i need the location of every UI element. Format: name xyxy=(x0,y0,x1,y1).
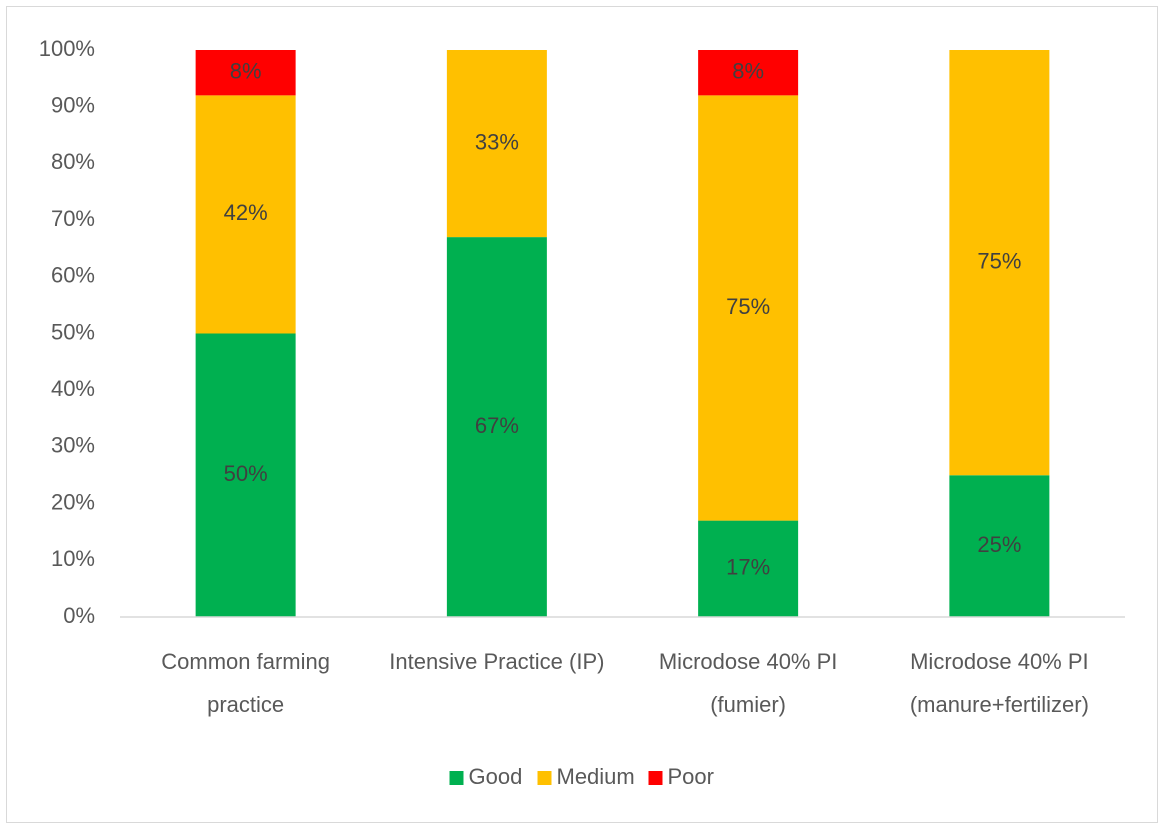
data-label: 17% xyxy=(726,555,770,580)
data-label: 33% xyxy=(475,129,519,154)
data-label: 75% xyxy=(977,248,1021,273)
legend-label: Medium xyxy=(557,764,635,789)
bar-segment xyxy=(698,50,799,96)
y-tick-label: 80% xyxy=(51,149,95,174)
legend-label: Good xyxy=(469,764,523,789)
bar-segment xyxy=(195,95,296,334)
y-tick-label: 30% xyxy=(51,433,95,458)
legend-label: Poor xyxy=(668,764,714,789)
legend-swatch xyxy=(537,771,552,785)
y-tick-label: 20% xyxy=(51,489,95,514)
y-tick-label: 40% xyxy=(51,376,95,401)
x-tick-label: Microdose 40% PI (manure+fertilizer) xyxy=(909,649,1089,717)
y-tick-label: 70% xyxy=(51,206,95,231)
y-tick-label: 60% xyxy=(51,263,95,288)
y-tick-label: 90% xyxy=(51,93,95,118)
bar-segment xyxy=(195,50,296,96)
x-tick-label: Intensive Practice (IP) xyxy=(389,649,605,674)
data-label: 67% xyxy=(475,413,519,438)
bar-segment xyxy=(949,50,1050,476)
bar-segment xyxy=(698,520,799,617)
data-label: 8% xyxy=(732,58,764,83)
bar-segment xyxy=(195,333,296,617)
y-tick-label: 50% xyxy=(51,319,95,344)
data-label: 42% xyxy=(224,200,268,225)
data-label: 75% xyxy=(726,294,770,319)
chart-frame xyxy=(6,6,1158,823)
legend-swatch xyxy=(648,771,663,785)
bar-segment xyxy=(446,237,547,618)
y-tick-label: 100% xyxy=(39,36,95,61)
y-tick-label: 0% xyxy=(63,603,95,628)
y-tick-label: 10% xyxy=(51,546,95,571)
legend-swatch xyxy=(449,771,464,785)
bar-segment xyxy=(446,50,547,238)
x-tick-label: Microdose 40% PI (fumier) xyxy=(658,649,838,717)
bar-segment xyxy=(698,95,799,521)
data-label: 25% xyxy=(977,532,1021,557)
data-label: 8% xyxy=(230,58,262,83)
data-label: 50% xyxy=(224,461,268,486)
bar-segment xyxy=(949,475,1050,617)
x-tick-label: Common farming practice xyxy=(161,649,330,717)
